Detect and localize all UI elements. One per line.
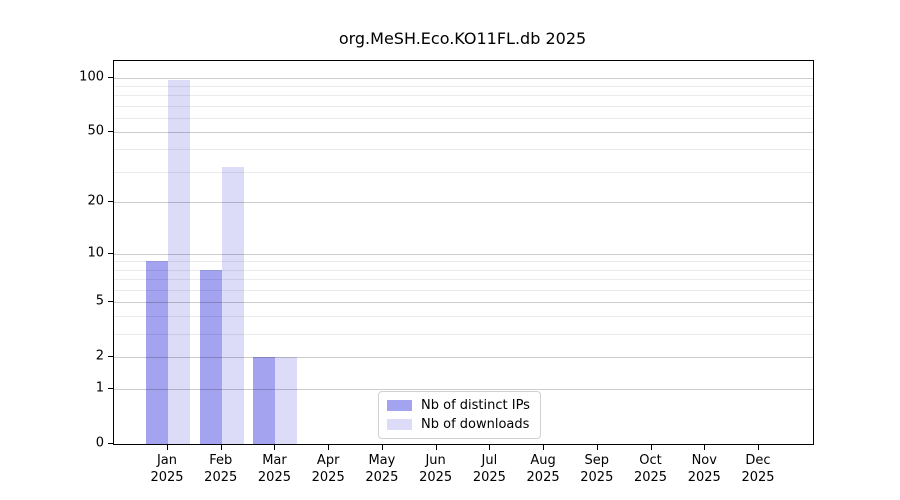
x-tick-year: 2025	[687, 470, 721, 485]
y-tick-label: 100	[79, 69, 104, 85]
legend-item: Nb of downloads	[387, 417, 530, 432]
x-tick-year: 2025	[311, 470, 345, 485]
x-tick-month: Oct	[639, 453, 662, 468]
x-tick	[650, 444, 652, 450]
gridline-minor	[114, 149, 813, 151]
x-tick	[435, 444, 437, 450]
legend-swatch-icon	[387, 400, 412, 411]
bar-downloads	[275, 356, 298, 444]
x-tick-month: May	[368, 453, 396, 468]
x-tick-month: Sep	[584, 453, 610, 468]
x-tick	[328, 444, 330, 450]
x-tick-label: Jul 2025	[459, 452, 519, 486]
plot-area	[113, 60, 814, 445]
x-tick-month: Jan	[156, 453, 178, 468]
bar-downloads	[168, 80, 190, 444]
x-tick	[167, 444, 168, 450]
y-tick	[108, 252, 113, 254]
legend-item: Nb of distinct IPs	[387, 398, 530, 413]
x-tick-month: Nov	[691, 453, 717, 468]
legend-swatch-icon	[387, 419, 412, 430]
gridline-minor	[114, 289, 813, 291]
x-tick	[704, 444, 706, 450]
x-tick-label: May 2025	[352, 452, 412, 486]
x-tick-label: Nov 2025	[674, 452, 734, 486]
legend-label: Nb of distinct IPs	[421, 398, 530, 413]
x-tick-month: Mar	[262, 453, 287, 468]
x-tick-year: 2025	[419, 470, 453, 485]
x-tick	[381, 444, 383, 450]
x-tick-label: Dec 2025	[728, 452, 788, 486]
x-tick-month: Dec	[745, 453, 771, 468]
gridline-minor	[114, 105, 813, 107]
bar-downloads	[221, 166, 244, 444]
y-tick-label: 1	[95, 380, 104, 396]
x-tick-year: 2025	[472, 470, 506, 485]
x-tick	[489, 444, 491, 450]
y-tick	[108, 76, 113, 78]
legend: Nb of distinct IPs Nb of downloads	[378, 391, 541, 439]
x-tick	[220, 444, 222, 450]
gridline-minor	[114, 316, 813, 318]
y-tick	[108, 300, 113, 302]
gridline-major	[114, 301, 813, 303]
y-tick-label: 50	[87, 123, 104, 139]
x-tick-year: 2025	[150, 470, 184, 485]
gridline-major	[114, 77, 813, 79]
x-tick-year: 2025	[580, 470, 614, 485]
bar-distinct-ips	[146, 261, 168, 444]
x-tick	[596, 444, 598, 450]
x-tick-year: 2025	[526, 470, 560, 485]
x-tick-year: 2025	[365, 470, 399, 485]
y-tick-label: 2	[95, 348, 104, 364]
x-tick-label: Jun 2025	[406, 452, 466, 486]
x-tick-label: Mar 2025	[244, 452, 304, 486]
bar-distinct-ips	[253, 356, 276, 444]
chart-title: org.MeSH.Eco.KO11FL.db 2025	[338, 29, 587, 48]
x-tick	[274, 444, 276, 450]
gridline-minor	[114, 261, 813, 263]
gridline-major	[114, 202, 813, 204]
gridline-major	[114, 253, 813, 255]
x-tick	[758, 444, 759, 450]
gridline-minor	[114, 334, 813, 336]
x-tick-year: 2025	[257, 470, 291, 485]
y-tick-label: 10	[87, 245, 104, 261]
x-tick-month: Aug	[530, 453, 556, 468]
x-tick-label: Feb 2025	[191, 452, 251, 486]
x-tick-month: Jul	[481, 453, 498, 468]
y-tick	[108, 388, 113, 390]
x-tick-label: Oct 2025	[621, 452, 681, 486]
y-tick	[108, 355, 113, 357]
legend-label: Nb of downloads	[421, 417, 530, 432]
x-tick-year: 2025	[204, 470, 238, 485]
x-tick-year: 2025	[741, 470, 775, 485]
y-tick-label: 20	[87, 193, 104, 209]
gridline-major	[114, 132, 813, 134]
y-tick-label: 0	[95, 435, 104, 451]
gridline-major	[114, 356, 813, 358]
y-tick	[108, 443, 113, 444]
x-tick-month: Apr	[316, 453, 340, 468]
bar-distinct-ips	[199, 269, 222, 444]
gridline-major	[114, 389, 813, 391]
x-tick	[543, 444, 545, 450]
y-tick	[108, 131, 113, 133]
gridline-minor	[114, 171, 813, 173]
x-tick-month: Feb	[209, 453, 233, 468]
gridline-minor	[114, 86, 813, 88]
gridline-minor	[114, 117, 813, 119]
gridline-minor	[114, 269, 813, 271]
y-tick	[108, 201, 113, 203]
x-tick-label: Apr 2025	[298, 452, 358, 486]
gridline-minor	[114, 95, 813, 97]
y-tick-label: 5	[95, 293, 104, 309]
x-tick-label: Sep 2025	[567, 452, 627, 486]
x-tick-label: Aug 2025	[513, 452, 573, 486]
x-tick-year: 2025	[633, 470, 668, 485]
x-tick-month: Jun	[425, 453, 446, 468]
gridline-minor	[114, 279, 813, 281]
x-tick-label: Jan 2025	[137, 452, 197, 486]
